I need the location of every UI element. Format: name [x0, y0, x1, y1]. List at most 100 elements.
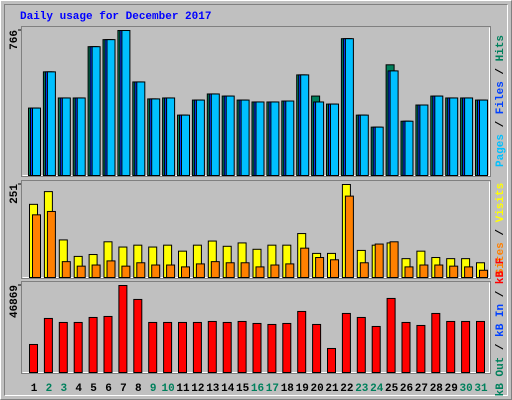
- x-tick-label: 23: [355, 383, 369, 395]
- bar: [61, 97, 71, 176]
- legend: Pages / Files / Hits: [495, 35, 507, 167]
- bar: [267, 323, 277, 373]
- inner-bevel-light: [4, 4, 508, 396]
- bar: [356, 316, 366, 374]
- bar: [255, 266, 265, 279]
- x-tick-label: 27: [415, 383, 428, 395]
- x-tick-label: 30: [459, 383, 472, 395]
- bar: [91, 46, 101, 176]
- bar: [386, 297, 396, 374]
- bar: [121, 265, 131, 279]
- x-tick-label: 8: [135, 383, 142, 395]
- legend-separator: /: [495, 114, 507, 134]
- x-tick-label: 3: [60, 383, 67, 395]
- bar: [434, 264, 444, 278]
- legend-entry: Sites: [495, 242, 507, 275]
- bar: [133, 298, 143, 373]
- x-tick-label: 20: [310, 383, 323, 395]
- bar: [103, 315, 113, 373]
- bar: [300, 74, 310, 176]
- bar: [285, 100, 295, 176]
- bar: [151, 264, 161, 278]
- bar: [312, 323, 322, 373]
- bar: [315, 101, 325, 176]
- x-tick-label: 18: [281, 383, 295, 395]
- legend-entry: Visits: [495, 183, 507, 223]
- legend: Sites / Visits: [495, 183, 507, 275]
- bar: [297, 310, 307, 374]
- bar: [195, 263, 205, 278]
- bar: [43, 317, 53, 373]
- bar: [237, 320, 247, 374]
- x-tick-label: 16: [251, 383, 264, 395]
- bar: [225, 262, 235, 278]
- x-tick-label: 19: [296, 383, 309, 395]
- x-tick-label: 13: [206, 383, 220, 395]
- legend-separator: /: [495, 222, 507, 242]
- x-tick-label: 24: [370, 383, 384, 395]
- bar: [121, 30, 131, 176]
- x-tick-label: 22: [340, 383, 353, 395]
- bar: [359, 262, 369, 278]
- bar: [178, 321, 187, 373]
- x-tick-label: 21: [325, 383, 339, 395]
- legend-entry: kB F: [495, 258, 507, 284]
- bar: [461, 320, 471, 374]
- bar: [181, 266, 190, 279]
- bar: [106, 260, 116, 278]
- bar: [479, 99, 488, 176]
- bar: [106, 39, 116, 177]
- x-tick-label: 26: [400, 383, 413, 395]
- x-tick-label: 25: [385, 383, 399, 395]
- x-tick-label: 17: [266, 383, 279, 395]
- legend-entry: Pages: [495, 134, 507, 167]
- bar: [181, 114, 190, 176]
- x-tick-label: 29: [445, 383, 458, 395]
- legend: kB Out / kB In / kB F: [495, 258, 507, 397]
- x-tick-label: 28: [430, 383, 444, 395]
- bar: [166, 97, 176, 176]
- bar: [270, 101, 280, 176]
- bar: [344, 195, 354, 278]
- bar: [374, 243, 384, 279]
- bar: [404, 266, 414, 279]
- legend-separator: /: [495, 284, 507, 304]
- bar: [300, 247, 310, 279]
- bar: [401, 321, 411, 373]
- legend-entry: Files: [495, 81, 507, 114]
- bar: [73, 321, 83, 373]
- x-tick-label: 2: [46, 383, 53, 395]
- bar: [330, 103, 339, 176]
- bar: [341, 312, 351, 374]
- bar: [91, 264, 101, 278]
- legend-separator: /: [495, 61, 507, 81]
- inner-bevel-dark: [4, 4, 508, 396]
- bar: [222, 321, 232, 373]
- bar: [136, 262, 146, 278]
- x-tick-label: 15: [236, 383, 250, 395]
- bar: [419, 104, 429, 176]
- bar: [464, 97, 474, 176]
- x-tick-label: 14: [221, 383, 235, 395]
- bar: [32, 214, 41, 278]
- bar: [88, 316, 98, 374]
- y-tick-label: 46869: [9, 285, 21, 318]
- y-tick-label: 251: [9, 184, 21, 204]
- legend-entry: kB In: [495, 304, 507, 337]
- x-tick-label: 4: [75, 383, 82, 395]
- bar: [344, 38, 354, 177]
- bar: [315, 257, 325, 279]
- bar: [136, 81, 146, 176]
- bar: [389, 70, 399, 176]
- legend-separator: /: [495, 337, 507, 357]
- bar: [449, 97, 459, 176]
- bar: [240, 262, 250, 278]
- bar: [446, 320, 456, 374]
- bar: [419, 264, 429, 278]
- bar: [46, 210, 56, 278]
- bar: [255, 101, 265, 176]
- bar: [479, 269, 488, 278]
- bar: [371, 325, 381, 374]
- x-tick-label: 1: [31, 383, 38, 395]
